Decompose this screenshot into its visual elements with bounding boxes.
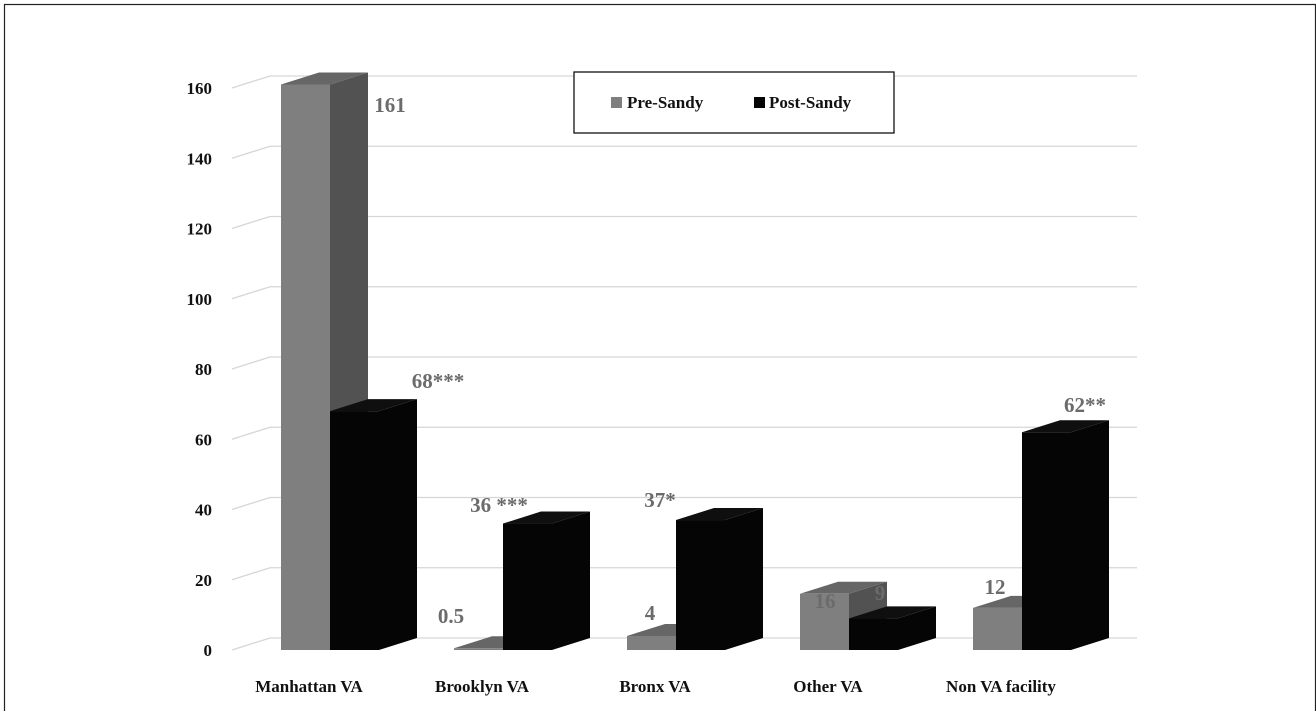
bar-top-face xyxy=(1022,420,1109,433)
data-label-post-sandy-1: 36 *** xyxy=(470,493,528,517)
bar-side-face xyxy=(552,511,590,650)
gridline xyxy=(231,356,1137,370)
bar-front-face xyxy=(849,618,898,650)
y-tick-label: 40 xyxy=(195,501,212,520)
bar-top-face xyxy=(800,581,887,594)
bar-side-face xyxy=(898,606,936,650)
data-label-post-sandy-2: 37* xyxy=(644,488,676,512)
data-label-pre-sandy-2: 4 xyxy=(645,601,656,625)
bar-front-face xyxy=(281,84,330,651)
y-tick-label: 20 xyxy=(195,571,212,590)
bar-front-face xyxy=(330,411,379,650)
bar-post-sandy-1 xyxy=(503,511,590,650)
gridline xyxy=(231,426,1137,440)
y-tick-label: 140 xyxy=(187,149,213,168)
bar-side-face xyxy=(725,508,763,650)
bar-post-sandy-4 xyxy=(1022,420,1109,650)
gridline xyxy=(231,215,1137,230)
legend-label-post-sandy: Post-Sandy xyxy=(769,93,852,112)
bar-top-face xyxy=(676,508,763,521)
y-tick-label: 80 xyxy=(195,360,212,379)
x-category-label: Manhattan VA xyxy=(255,677,363,696)
legend-box xyxy=(573,71,895,134)
bar-top-face xyxy=(330,399,417,412)
bar-top-face xyxy=(849,606,936,619)
bar-side-face xyxy=(1071,420,1109,650)
x-category-label: Bronx VA xyxy=(619,677,691,696)
legend-label-pre-sandy: Pre-Sandy xyxy=(627,93,704,112)
y-tick-label: 160 xyxy=(187,79,213,98)
data-label-pre-sandy-1: 0.5 xyxy=(438,604,464,628)
bar-front-face xyxy=(627,635,676,650)
data-label-post-sandy-4: 62** xyxy=(1064,393,1106,417)
gridline xyxy=(231,145,1137,159)
y-axis: 0 20 40 60 80 100 120 140 160 xyxy=(187,79,213,660)
bar-front-face xyxy=(676,520,725,650)
legend-swatch-post-sandy xyxy=(754,97,765,108)
bar-front-face xyxy=(1022,432,1071,650)
data-label-post-sandy-0: 68*** xyxy=(412,369,465,393)
legend-swatch-pre-sandy xyxy=(611,97,622,108)
data-label-pre-sandy-4: 12 xyxy=(985,575,1006,599)
gridline xyxy=(231,567,1137,581)
x-category-label: Brooklyn VA xyxy=(435,677,530,696)
data-labels: 161 68*** 0.5 36 *** 4 37* 16 9 12 62** xyxy=(374,93,1106,628)
x-category-label: Other VA xyxy=(793,677,863,696)
bars xyxy=(281,72,1109,651)
y-tick-label: 0 xyxy=(204,641,213,660)
legend: Pre-Sandy Post-Sandy xyxy=(573,71,895,134)
bar-front-face xyxy=(503,523,552,650)
bar-top-face xyxy=(503,511,590,524)
gridline xyxy=(231,286,1137,300)
bar-side-face xyxy=(379,399,417,650)
y-tick-label: 120 xyxy=(187,220,213,239)
bar-front-face xyxy=(454,648,503,650)
bar-front-face xyxy=(973,607,1022,650)
data-label-pre-sandy-3: 16 xyxy=(815,589,836,613)
bar-post-sandy-2 xyxy=(676,508,763,650)
y-tick-label: 100 xyxy=(187,290,213,309)
bar-post-sandy-3 xyxy=(849,606,936,650)
bar-post-sandy-0 xyxy=(330,399,417,650)
bar-top-face xyxy=(281,72,368,85)
x-axis-categories: Manhattan VA Brooklyn VA Bronx VA Other VA N… xyxy=(255,677,1056,696)
x-category-label: Non VA facility xyxy=(946,677,1056,696)
data-label-pre-sandy-0: 161 xyxy=(374,93,406,117)
gridline xyxy=(231,496,1137,511)
y-tick-label: 60 xyxy=(195,430,212,449)
data-label-post-sandy-3: 9 xyxy=(875,581,886,605)
bar-front-face xyxy=(800,593,849,650)
